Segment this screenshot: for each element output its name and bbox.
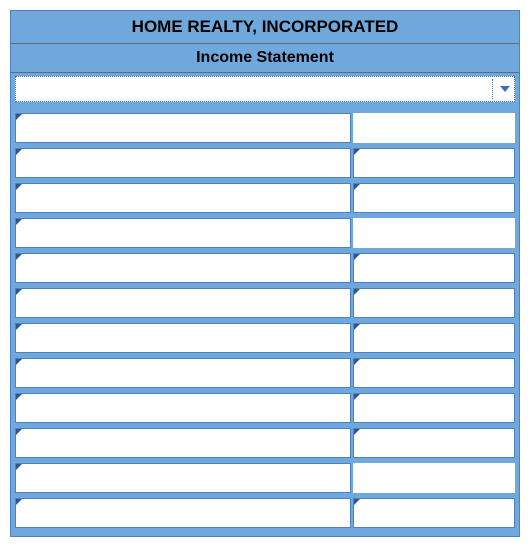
line-item-value-cell[interactable] — [353, 428, 515, 458]
line-item-label-cell[interactable] — [15, 358, 351, 388]
comment-flag-icon — [354, 149, 360, 155]
table-row — [15, 248, 515, 283]
comment-flag-icon — [16, 464, 22, 470]
comment-flag-icon — [354, 254, 360, 260]
table-row — [15, 388, 515, 423]
period-dropdown[interactable] — [15, 76, 515, 102]
table-row — [15, 143, 515, 178]
table-row — [15, 283, 515, 318]
comment-flag-icon — [354, 499, 360, 505]
line-item-value-cell[interactable] — [353, 498, 515, 528]
table-row — [15, 458, 515, 493]
comment-flag-icon — [16, 254, 22, 260]
line-item-value-cell[interactable] — [353, 148, 515, 178]
line-item-label-cell[interactable] — [15, 148, 351, 178]
comment-flag-icon — [354, 289, 360, 295]
line-item-label-cell[interactable] — [15, 393, 351, 423]
table-row — [15, 108, 515, 143]
statement-grid — [11, 108, 519, 536]
comment-flag-icon — [354, 429, 360, 435]
line-item-label-cell[interactable] — [15, 183, 351, 213]
comment-flag-icon — [16, 289, 22, 295]
comment-flag-icon — [16, 114, 22, 120]
chevron-down-icon — [500, 86, 510, 92]
dropdown-toggle[interactable] — [492, 79, 510, 99]
comment-flag-icon — [354, 394, 360, 400]
comment-flag-icon — [16, 219, 22, 225]
period-dropdown-row — [11, 73, 519, 108]
line-item-label-cell[interactable] — [15, 428, 351, 458]
table-row — [15, 318, 515, 353]
line-item-value-cell[interactable] — [353, 183, 515, 213]
table-row — [15, 213, 515, 248]
comment-flag-icon — [16, 429, 22, 435]
line-item-label-cell[interactable] — [15, 113, 351, 143]
comment-flag-icon — [354, 184, 360, 190]
comment-flag-icon — [16, 359, 22, 365]
line-item-label-cell[interactable] — [15, 323, 351, 353]
line-item-label-cell[interactable] — [15, 288, 351, 318]
table-row — [15, 353, 515, 388]
comment-flag-icon — [16, 184, 22, 190]
empty-value-cell — [353, 113, 515, 143]
line-item-label-cell[interactable] — [15, 498, 351, 528]
line-item-value-cell[interactable] — [353, 253, 515, 283]
line-item-value-cell[interactable] — [353, 288, 515, 318]
line-item-value-cell[interactable] — [353, 393, 515, 423]
company-name: HOME REALTY, INCORPORATED — [11, 11, 519, 44]
table-row — [15, 493, 515, 528]
statement-title: Income Statement — [11, 44, 519, 73]
comment-flag-icon — [354, 359, 360, 365]
comment-flag-icon — [16, 324, 22, 330]
line-item-label-cell[interactable] — [15, 253, 351, 283]
comment-flag-icon — [16, 394, 22, 400]
line-item-value-cell[interactable] — [353, 358, 515, 388]
line-item-label-cell[interactable] — [15, 218, 351, 248]
empty-value-cell — [353, 463, 515, 493]
income-statement-sheet: HOME REALTY, INCORPORATED Income Stateme… — [10, 10, 520, 537]
table-row — [15, 423, 515, 458]
empty-value-cell — [353, 218, 515, 248]
table-row — [15, 178, 515, 213]
comment-flag-icon — [16, 149, 22, 155]
line-item-label-cell[interactable] — [15, 463, 351, 493]
comment-flag-icon — [354, 324, 360, 330]
comment-flag-icon — [16, 499, 22, 505]
line-item-value-cell[interactable] — [353, 323, 515, 353]
